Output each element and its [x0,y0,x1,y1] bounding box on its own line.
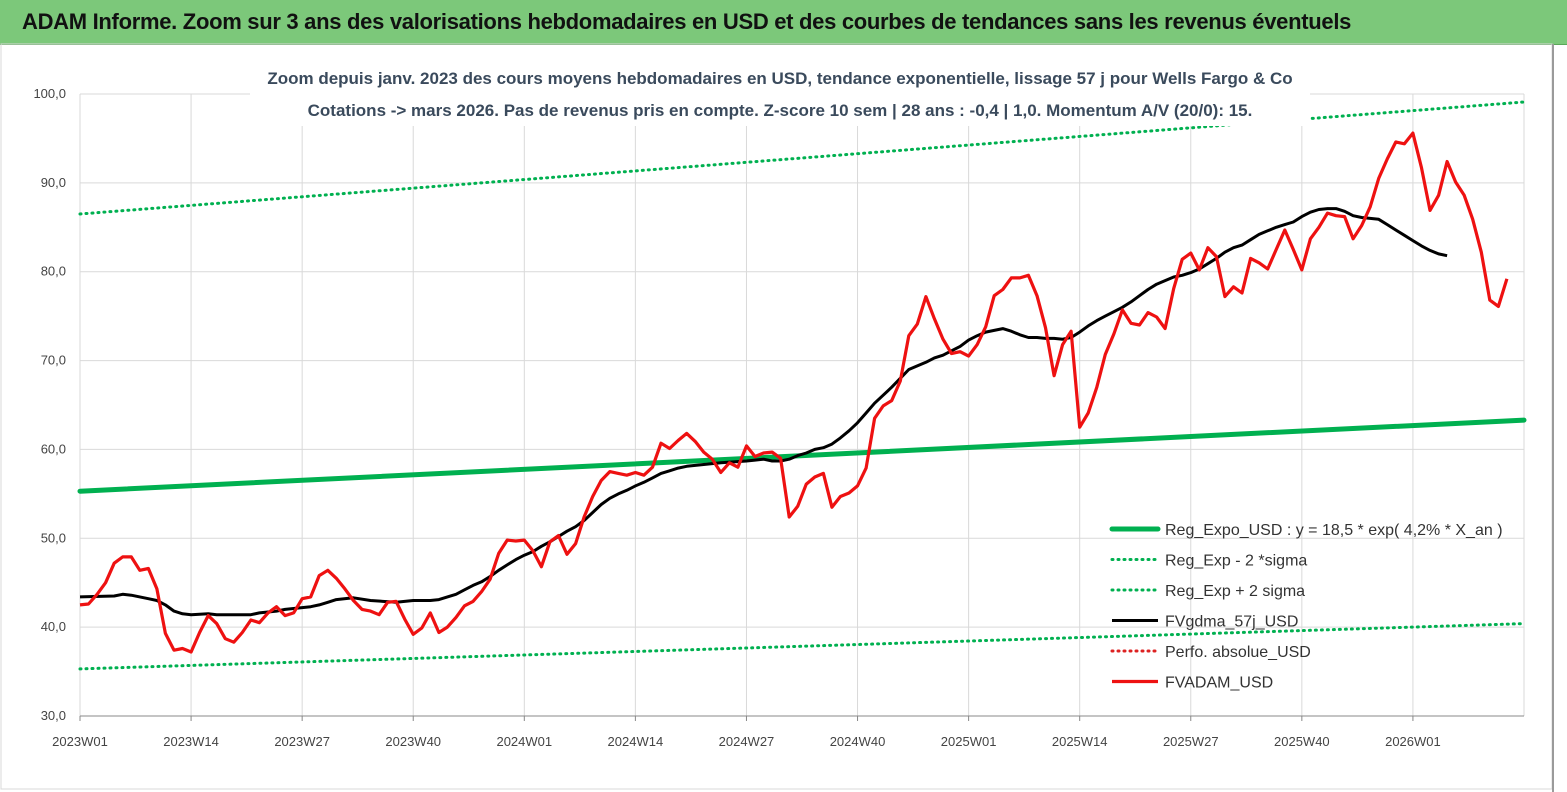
x-tick-label: 2024W01 [496,734,552,749]
x-tick-label: 2025W14 [1052,734,1108,749]
x-tick-label: 2024W27 [719,734,775,749]
chart-border [0,43,1553,790]
x-tick-label: 2025W40 [1274,734,1330,749]
legend-label: FVADAM_USD [1165,675,1273,692]
y-tick-label: 70,0 [41,353,66,368]
legend-label: FVgdma_57j_USD [1165,614,1298,631]
grid-lines [79,93,1525,716]
y-tick-label: 100,0 [33,86,66,101]
legend-label: Reg_Exp - 2 *sigma [1165,553,1307,570]
chart-subtitle: Zoom depuis janv. 2023 des cours moyens … [250,60,1310,126]
series-group [77,100,1527,671]
chart-title-line-1: Zoom depuis janv. 2023 des cours moyens … [267,69,1292,88]
x-tick-label: 2026W01 [1385,734,1441,749]
legend-label: Reg_Exp + 2 sigma [1165,583,1305,600]
chart-legend: Reg_Expo_USD : y = 18,5 * exp( 4,2% * X_… [1109,522,1503,692]
y-tick-label: 30,0 [41,708,66,723]
fvadam-line [79,131,1509,654]
x-tick-label: 2025W01 [941,734,997,749]
axes: 30,0 40,0 50,0 60,0 70,0 80,0 90,0 100,0 2023W01… [33,86,1524,749]
smoothing-line [79,207,1448,617]
y-tick-label: 40,0 [41,619,66,634]
x-tick-label: 2025W27 [1163,734,1219,749]
chart-title-line-2: Cotations -> mars 2026. Pas de revenus p… [308,101,1253,120]
y-tick-label: 60,0 [41,441,66,456]
legend-label: Reg_Expo_USD : y = 18,5 * exp( 4,2% * X_… [1165,522,1503,539]
x-tick-label: 2024W40 [830,734,886,749]
y-tick-label: 90,0 [41,175,66,190]
y-tick-label: 80,0 [41,264,66,279]
report-header: ADAM Informe. Zoom sur 3 ans des valoris… [0,0,1567,45]
x-tick-label: 2023W27 [274,734,330,749]
y-tick-label: 50,0 [41,530,66,545]
lower-band-line [78,622,1526,671]
x-tick-label: 2023W40 [385,734,441,749]
subtitle-background [250,60,1310,126]
report-title: ADAM Informe. Zoom sur 3 ans des valoris… [22,9,1352,34]
x-tick-label: 2023W14 [163,734,219,749]
x-tick-label: 2023W01 [52,734,108,749]
x-tick-label: 2024W14 [608,734,664,749]
legend-label: Perfo. absolue_USD [1165,644,1311,661]
